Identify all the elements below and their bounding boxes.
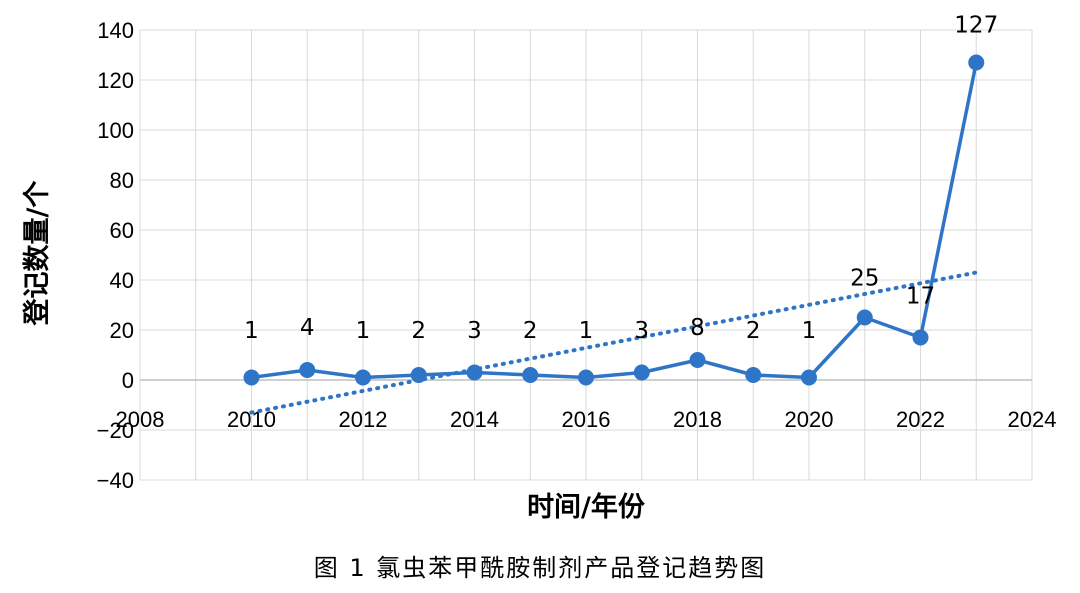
data-label: 3 xyxy=(634,318,649,344)
data-point xyxy=(522,367,539,383)
data-point xyxy=(912,329,929,346)
data-point xyxy=(355,369,371,386)
data-label: 3 xyxy=(467,318,482,344)
data-point xyxy=(578,369,594,386)
data-point xyxy=(243,369,260,386)
line-chart: −40 −20 0 20 40 60 80 100 120 140 2008 20 1 0 2012 201… xyxy=(22,13,1057,524)
data-label: 1 xyxy=(579,318,594,344)
y-tick-label: 60 xyxy=(110,218,134,243)
data-point xyxy=(410,367,427,383)
y-tick-label: 40 xyxy=(110,268,134,293)
y-tick-label: −20 xyxy=(97,418,134,443)
x-tick-label: 2014 xyxy=(450,407,499,432)
data-point xyxy=(745,367,762,383)
x-tick-label: 2018 xyxy=(673,407,722,432)
data-point xyxy=(856,309,873,326)
x-tick-label: 2016 xyxy=(562,407,611,432)
x-tick-label: 2012 xyxy=(339,407,388,432)
gridlines xyxy=(139,29,1033,481)
data-label: 2 xyxy=(411,318,426,344)
x-tick-label: 2022 xyxy=(896,407,945,432)
x-tick-label: 2024 xyxy=(1008,407,1057,432)
data-label: 1 xyxy=(244,318,259,344)
y-tick-label: 0 xyxy=(122,368,134,393)
series-polyline xyxy=(251,62,978,380)
x-tick-label: 2020 xyxy=(785,407,834,432)
y-axis-ticks: −40 −20 0 20 40 60 80 100 120 140 xyxy=(97,18,134,493)
data-label: 1 xyxy=(802,318,817,344)
data-point xyxy=(689,352,706,368)
figure-caption: 图 1 氯虫苯甲酰胺制剂产品登记趋势图 xyxy=(313,554,767,582)
y-tick-label: 120 xyxy=(97,68,134,93)
y-tick-label: 100 xyxy=(97,118,134,143)
data-label: 25 xyxy=(850,266,879,292)
data-point xyxy=(801,369,817,386)
data-point xyxy=(968,54,985,71)
y-tick-label: −40 xyxy=(97,468,134,493)
trendline-path xyxy=(249,270,979,415)
y-tick-label: 140 xyxy=(97,18,134,43)
series-line xyxy=(243,54,985,386)
data-label: 1 xyxy=(356,318,371,344)
data-point xyxy=(466,364,483,381)
y-tick-label: 80 xyxy=(110,168,134,193)
x-tick-label: 2008 xyxy=(116,407,165,432)
data-label: 4 xyxy=(300,315,315,341)
data-point xyxy=(633,364,650,381)
data-label: 2 xyxy=(746,318,761,344)
x-axis-ticks: 2008 2010 2012 2014 2016 2018 2020 2022 2024 xyxy=(116,407,1057,432)
data-label: 8 xyxy=(690,315,705,341)
y-tick-label: 20 xyxy=(110,318,134,343)
data-label: 2 xyxy=(523,318,538,344)
data-point xyxy=(299,362,316,378)
x-axis-title: 时间/年份 xyxy=(527,491,645,523)
y-axis-title: 登记数量/个 xyxy=(22,180,53,327)
data-label: 127 xyxy=(954,13,998,39)
data-labels: 1 4 1 2 3 2 1 3 8 2 1 25 17 127 xyxy=(244,13,998,345)
data-label: 17 xyxy=(906,284,935,310)
trendline xyxy=(249,270,979,415)
